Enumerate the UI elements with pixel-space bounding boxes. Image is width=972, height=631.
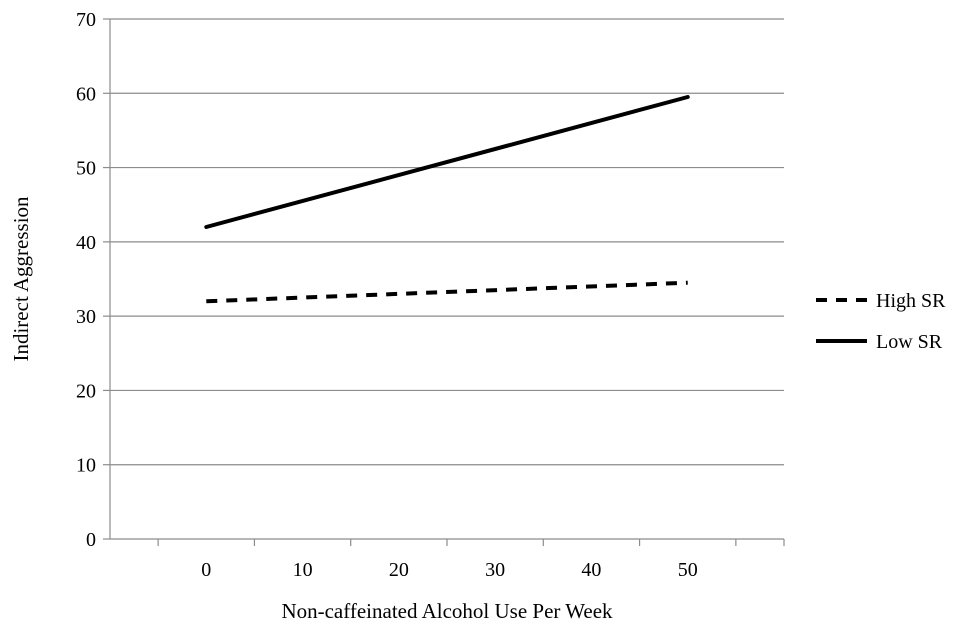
y-tick-label: 0 [86,529,96,551]
y-tick-label: 60 [76,83,96,105]
y-tick-label: 70 [76,9,96,31]
x-tick-label: 30 [485,559,505,581]
y-tick-label: 50 [76,158,96,180]
x-tick-label: 0 [201,559,211,581]
legend: High SR Low SR [816,290,946,353]
series-line-high-sr [206,280,688,304]
y-tick-label: 10 [76,455,96,477]
series-lines [204,95,690,304]
y-tick-labels: 0 10 20 30 40 50 60 70 [76,9,96,551]
legend-label: High SR [876,290,946,312]
x-tick-label: 20 [389,559,409,581]
x-tick-label: 10 [293,559,313,581]
series-line-low-sr [204,95,690,229]
x-tick-label: 40 [581,559,601,581]
legend-label: Low SR [876,331,943,353]
x-tick-labels: 0 10 20 30 40 50 [201,559,697,581]
x-axis-title: Non-caffeinated Alcohol Use Per Week [281,599,613,623]
gridlines [110,18,784,466]
y-tick-label: 20 [76,380,96,402]
axes [103,18,785,546]
y-axis-title: Indirect Aggression [9,196,33,362]
y-tick-label: 30 [76,306,96,328]
x-tick-label: 50 [678,559,698,581]
y-tick-label: 40 [76,232,96,254]
